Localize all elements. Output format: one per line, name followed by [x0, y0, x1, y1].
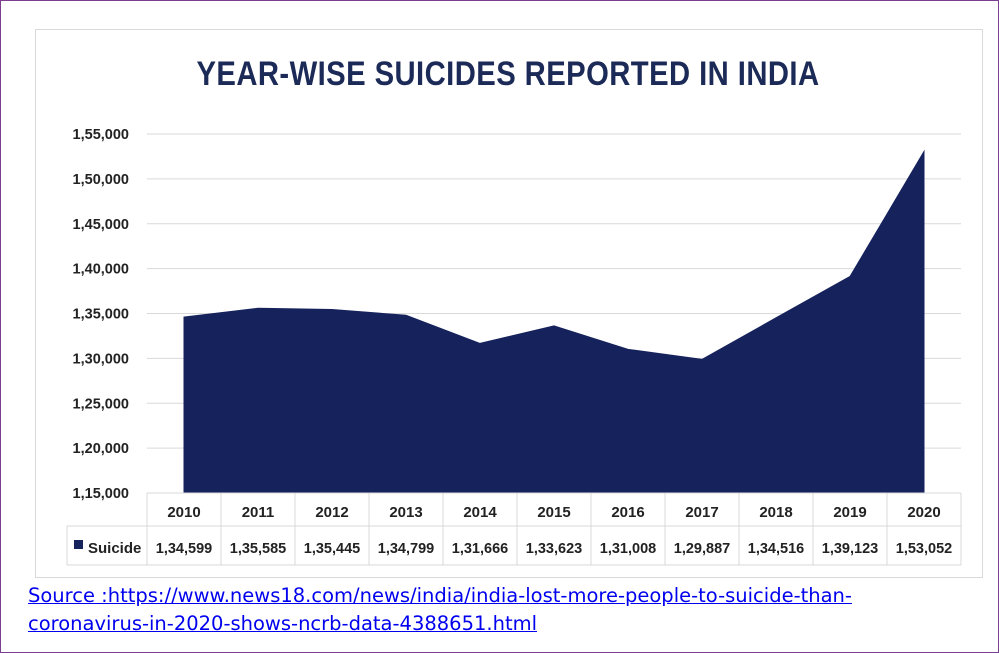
source-link-line-2[interactable]: coronavirus-in-2020-shows-ncrb-data-4388… [28, 612, 538, 635]
x-tick-label: 2014 [463, 504, 497, 521]
chart-title: YEAR-WISE SUICIDES REPORTED IN INDIA [196, 55, 820, 93]
y-tick-label: 1,30,000 [73, 351, 129, 367]
y-tick-label: 1,40,000 [73, 262, 129, 278]
data-table-value: 1,31,008 [600, 541, 656, 557]
x-tick-label: 2011 [242, 504, 275, 521]
data-table-value: 1,35,445 [304, 541, 360, 557]
y-tick-label: 1,45,000 [73, 217, 129, 233]
area-chart: 1,15,000 1,20,000 1,25,000 1,30,000 1,35,000… [66, 127, 962, 566]
data-table-value: 1,53,052 [896, 541, 952, 557]
area-series-suicide [183, 149, 925, 494]
x-tick-label: 2019 [833, 504, 866, 521]
x-tick-label: 2017 [685, 504, 718, 521]
data-table-value: 1,33,623 [526, 541, 582, 557]
data-table-value: 1,34,599 [156, 541, 212, 557]
source-link[interactable]: Source :https://www.news18.com/news/indi… [28, 582, 968, 638]
x-tick-label: 2013 [389, 504, 422, 521]
data-table-value: 1,39,123 [822, 541, 878, 557]
data-table-value: 1,31,666 [452, 541, 508, 557]
data-table-value: 1,34,516 [748, 541, 804, 557]
data-table-value: 1,35,585 [230, 541, 286, 557]
y-tick-label: 1,35,000 [73, 307, 129, 323]
data-table-value: 1,34,799 [378, 541, 434, 557]
y-tick-label: 1,15,000 [73, 486, 129, 502]
source-link-line-1[interactable]: Source :https://www.news18.com/news/indi… [28, 584, 852, 607]
x-tick-label: 2016 [611, 504, 644, 521]
x-tick-label: 2018 [759, 504, 792, 521]
x-tick-label: 2012 [315, 504, 348, 521]
y-tick-label: 1,50,000 [73, 172, 129, 188]
x-tick-label: 2020 [907, 504, 940, 521]
y-tick-label: 1,20,000 [73, 441, 129, 457]
x-tick-label: 2010 [167, 504, 200, 521]
y-tick-label: 1,25,000 [73, 396, 129, 412]
legend-swatch-suicide [74, 540, 83, 549]
data-table-value: 1,29,887 [674, 541, 730, 557]
x-tick-label: 2015 [537, 504, 570, 521]
legend-label-suicide: Suicide [88, 540, 141, 557]
y-tick-label: 1,55,000 [73, 127, 129, 143]
